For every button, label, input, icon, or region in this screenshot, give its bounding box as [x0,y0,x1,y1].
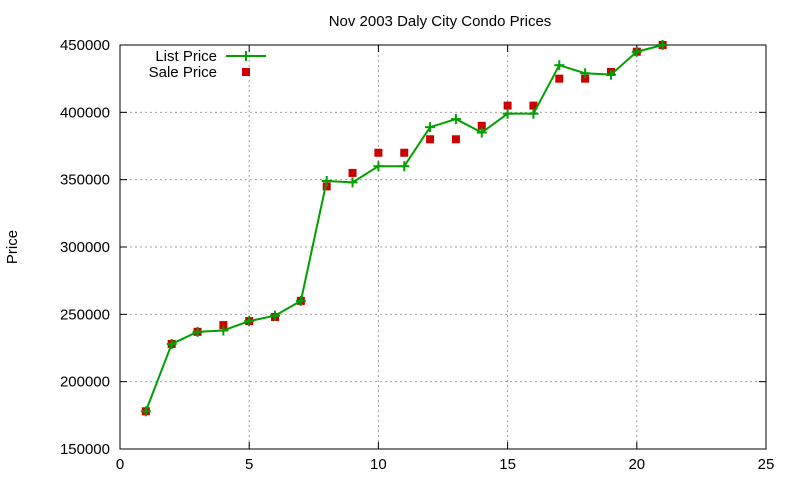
list-price-point [502,108,513,119]
sale-price-point [581,74,590,83]
axis-ticks: 0 5 10 15 20 25 150000 200000 250000 300000 350000… [60,37,774,473]
legend-entry: Sale Price [149,64,250,81]
list-price-point [631,46,642,57]
y-tick-label: 450000 [60,37,110,54]
sale-price-point [477,121,486,130]
list-price-point [218,325,229,336]
sale-price-point [219,321,228,330]
x-tick-label: 5 [245,456,253,473]
y-tick-label: 350000 [60,172,110,189]
list-price-point [270,310,281,321]
x-tick-label: 20 [628,456,645,473]
list-price-point [321,176,332,187]
legend-entry: List Price [155,48,266,65]
y-axis-label: Price [4,230,21,264]
sale-price-point [529,101,538,110]
x-tick-label: 0 [116,456,124,473]
list-price-point [399,161,410,172]
list-price-point [244,316,255,327]
series [140,40,668,417]
y-tick-label: 400000 [60,104,110,121]
x-tick-label: 15 [499,456,516,473]
series-list-price [140,40,668,417]
chart-title: Nov 2003 Daly City Condo Prices [329,13,552,30]
legend-marker [241,51,251,61]
list-price-point [657,40,668,50]
list-price-point [580,68,591,79]
sale-price-point [374,148,383,157]
sale-price-point [503,101,512,110]
list-price-point [373,161,384,172]
sale-price-point [322,182,331,191]
list-price-line [144,44,663,412]
list-price-point [450,114,461,125]
legend-label: List Price [155,48,217,65]
list-price-point [425,122,436,133]
list-price-point [528,108,539,119]
series-sale-price [141,41,667,416]
list-price-point [605,69,616,80]
list-price-point [295,295,306,306]
x-tick-label: 25 [758,456,775,473]
sale-price-point [426,135,435,144]
list-price-point [140,406,151,417]
sale-price-point [555,74,564,83]
y-tick-label: 150000 [60,441,110,458]
sale-price-point [400,148,409,157]
list-price-point [554,60,565,71]
y-tick-label: 200000 [60,374,110,391]
legend-label: Sale Price [149,64,217,81]
grid [120,45,766,449]
sale-price-point [348,168,357,177]
legend-marker [242,68,250,76]
x-tick-label: 10 [370,456,387,473]
list-price-point [347,177,358,188]
list-price-point [166,338,177,349]
sale-price-point [451,135,460,144]
list-price-point [476,127,487,138]
list-price-point [192,326,203,337]
y-tick-label: 300000 [60,239,110,256]
y-tick-label: 250000 [60,306,110,323]
